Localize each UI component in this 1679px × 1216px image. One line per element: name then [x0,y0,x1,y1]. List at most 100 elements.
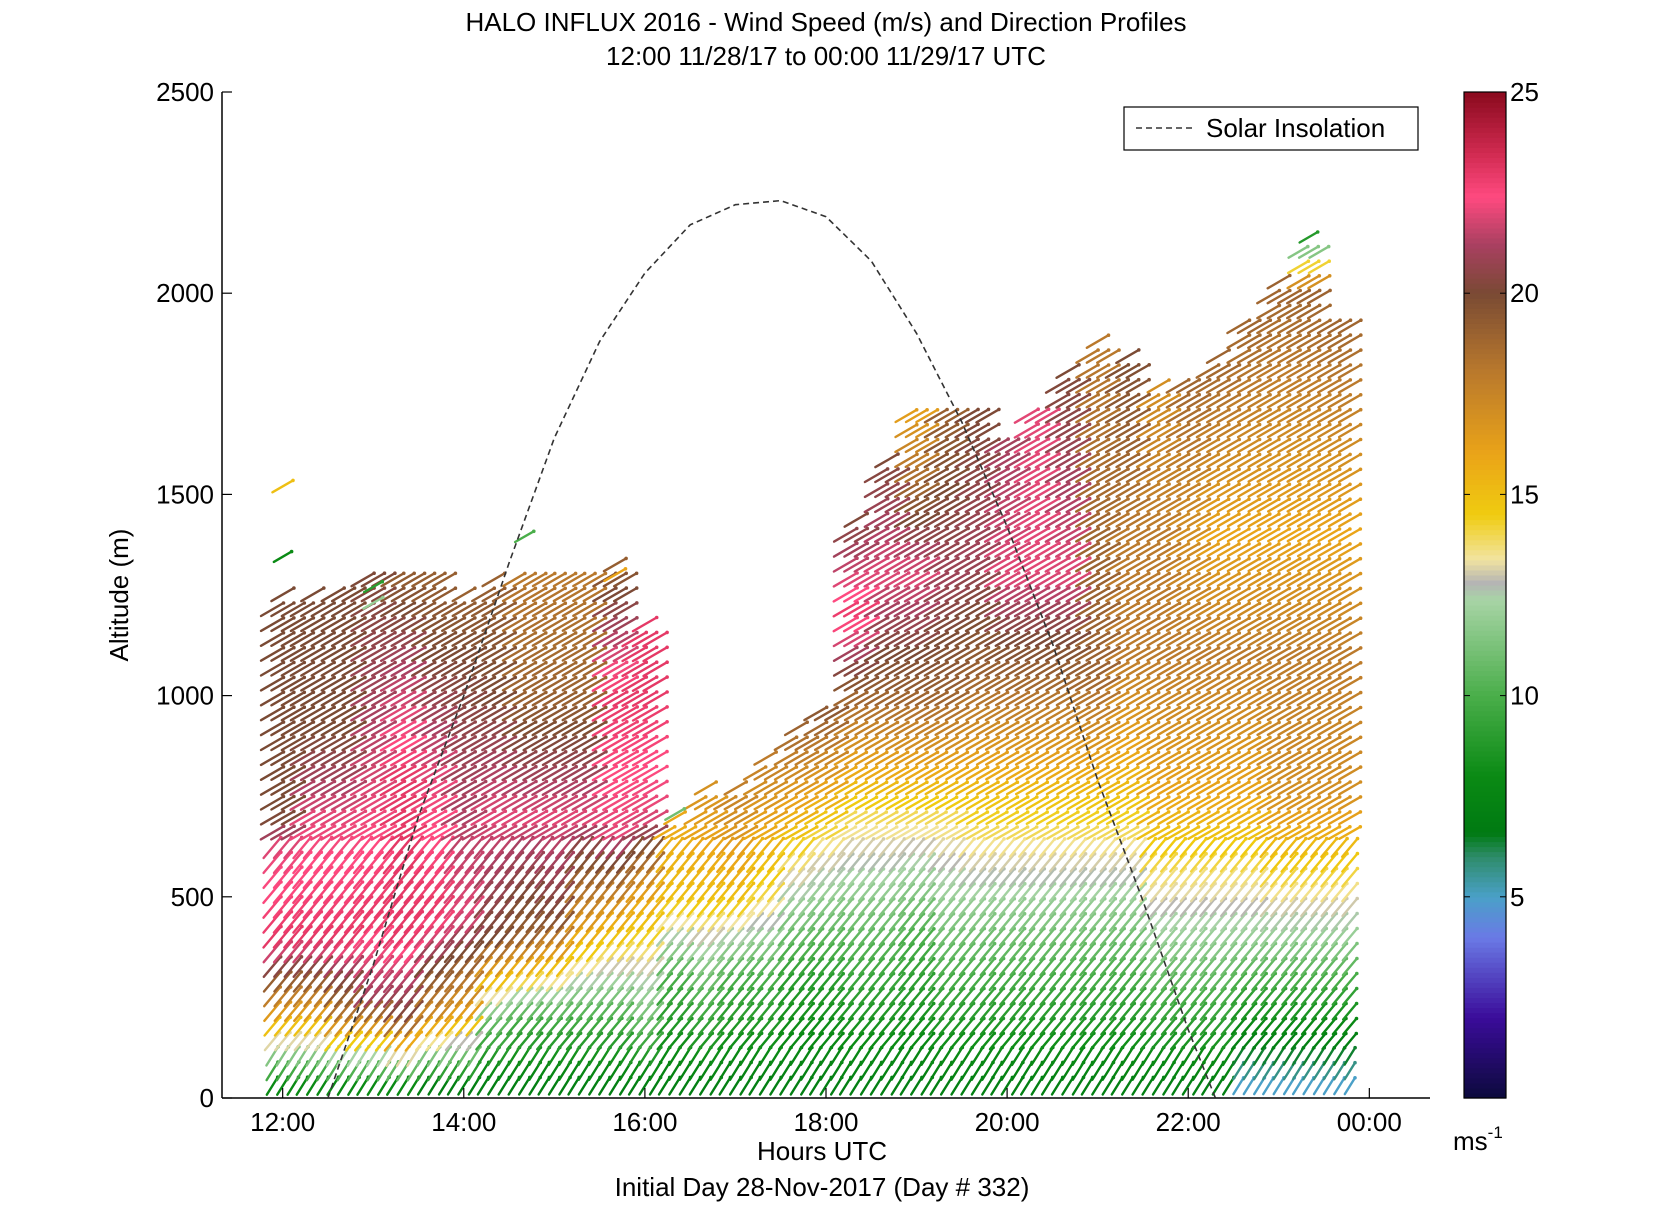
wind-barb-head [896,586,900,590]
wind-barb-head [393,690,397,694]
wind-barb-head [352,616,357,620]
wind-barb [494,851,514,874]
wind-barb-head [523,571,527,576]
wind-barb [343,865,364,890]
wind-barb-head [654,660,659,664]
wind-barb [473,925,493,949]
wind-barb-head [864,750,869,755]
wind-barb-head [724,795,729,799]
wind-barb [300,691,325,707]
wind-barb-head [975,810,979,814]
wind-barb [280,616,306,633]
wind-barb-head [390,954,395,959]
wind-barb [360,646,386,662]
wind-barb [403,940,424,964]
wind-barb-head [906,720,910,725]
wind-barb [289,661,315,677]
wind-barb-head [513,586,517,590]
wind-barb [440,691,466,707]
wind-barb-head [492,616,497,620]
wind-barb [273,1016,292,1037]
wind-barb [411,616,436,632]
wind-barb [262,925,283,949]
wind-barb [379,780,406,797]
wind-barb [349,824,376,841]
wind-barb [364,1015,383,1038]
wind-barb-head [744,795,748,799]
wind-barb [473,896,493,919]
wind-barb-head [483,720,488,724]
wind-barb [341,631,367,647]
wind-barb-head [936,467,940,472]
wind-barb-head [342,586,347,590]
wind-barb [313,1000,332,1022]
wind-barb-head [483,750,488,754]
wind-barb [289,706,315,722]
wind-barb [491,720,517,737]
wind-barb-head [574,705,578,710]
wind-barb [300,735,326,752]
wind-barb [506,1017,523,1036]
wind-barb-head [292,675,296,680]
wind-barb [440,646,466,662]
wind-barb [383,1030,402,1052]
wind-barb-head [1016,601,1021,605]
wind-barb [363,880,384,904]
wind-barb [414,970,433,993]
wind-barb [289,601,315,618]
wind-barb [341,735,367,752]
wind-barb [481,765,507,782]
wind-barb [289,810,315,826]
wind-barb-head [582,571,587,576]
wind-barb [411,646,436,662]
wind-barb-head [462,675,467,680]
wind-barb-head [312,824,316,828]
wind-barb [310,601,336,618]
wind-barb-head [926,616,930,620]
wind-barb-head [885,735,889,740]
wind-barb-head [503,824,508,828]
wind-barb [259,810,285,826]
wind-barb [320,706,346,722]
wind-barb [383,1000,403,1023]
wind-barb-head [454,809,458,813]
wind-barb [313,836,333,860]
wind-barb-head [574,764,578,769]
wind-barb-head [925,660,930,665]
wind-barb [383,1015,402,1038]
wind-barb-head [574,750,578,754]
wind-barb [451,646,477,662]
wind-barb-head [454,720,458,724]
wind-barb-head [1015,780,1020,784]
wind-barb-head [654,809,659,813]
wind-barb-head [451,880,455,884]
wind-barb-head [473,735,478,739]
wind-barb-head [1016,705,1020,710]
wind-barb [263,1031,281,1052]
wind-barb-head [342,645,347,650]
wind-barb-head [453,586,458,590]
wind-barb [443,940,463,964]
wind-barb [370,735,397,752]
wind-barb-head [322,779,326,784]
wind-barb-head [292,705,296,709]
wind-barb-head [483,645,488,650]
wind-barb [504,911,524,934]
wind-barb [270,765,296,781]
wind-barb [343,940,364,964]
wind-barb [360,735,386,752]
wind-barb-head [1005,735,1010,740]
wind-barb-head [986,616,991,620]
wind-barb-head [895,735,900,740]
wind-barb [440,750,466,767]
wind-barb-head [665,675,669,679]
wind-barb-head [851,837,855,841]
wind-barb [504,881,524,904]
wind-barb [393,910,414,934]
wind-barb-head [402,734,407,739]
wind-barb-head [955,735,959,740]
wind-barb-head [1016,616,1021,620]
wind-barb [272,836,293,860]
wind-barb [363,955,383,979]
wind-barb-head [473,631,477,635]
